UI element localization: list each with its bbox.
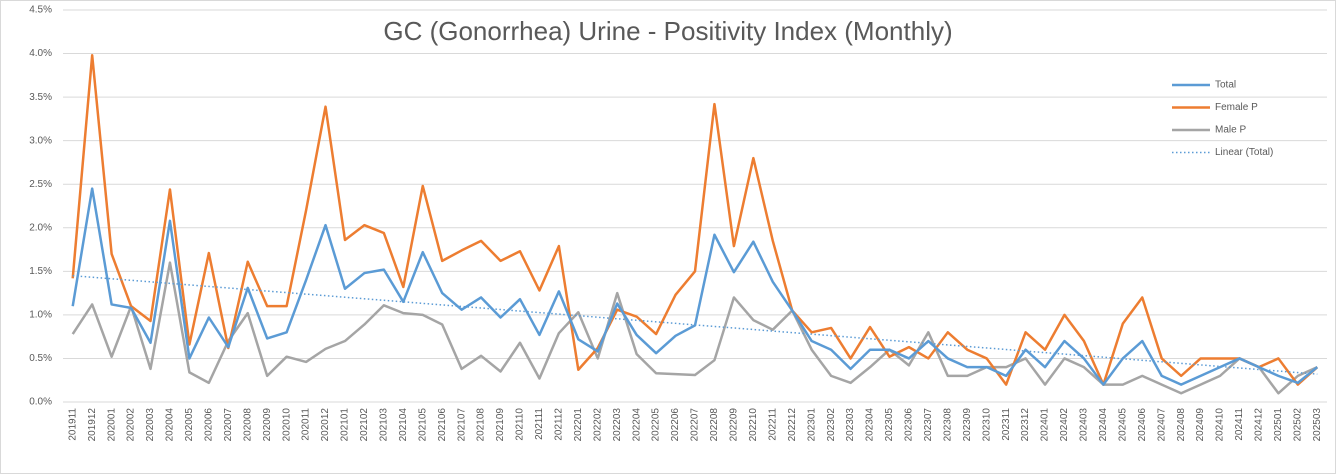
x-tick-label: 202301 [806,408,817,442]
x-tick-label: 202103 [379,408,390,442]
x-tick-label: 202411 [1234,408,1245,441]
y-tick-label: 2.0% [29,222,52,233]
x-tick-label: 201911 [67,408,78,441]
x-tick-label: 202212 [787,408,798,442]
x-tick-label: 202405 [1117,408,1128,442]
x-tick-label: 202107 [456,408,467,442]
x-tick-label: 202503 [1312,408,1323,442]
x-tick-label: 202105 [417,408,428,442]
chart-title: GC (Gonorrhea) Urine - Positivity Index … [383,16,952,46]
x-tick-label: 202402 [1059,408,1070,442]
x-tick-label: 202106 [437,408,448,442]
x-tick-label: 202308 [942,408,953,442]
x-tick-label: 201912 [87,408,98,442]
y-tick-label: 4.0% [29,48,52,59]
x-tick-label: 202410 [1215,408,1226,442]
series-line [71,54,1319,386]
x-tick-label: 202310 [981,408,992,442]
y-tick-label: 1.5% [29,266,52,277]
x-tick-label: 202112 [554,408,565,441]
x-tick-label: 202306 [904,408,915,442]
x-tick-label: 202302 [826,408,837,442]
x-tick-label: 202104 [398,408,409,442]
x-tick-label: 202205 [651,408,662,442]
x-tick-label: 202201 [573,408,584,442]
x-tick-label: 202009 [262,408,273,442]
x-tick-label: 202012 [320,408,331,442]
x-tick-label: 202207 [690,408,701,442]
x-tick-label: 202307 [923,408,934,442]
x-tick-label: 202409 [1195,408,1206,442]
x-tick-label: 202412 [1254,408,1265,442]
legend-label: Total [1215,80,1236,91]
legend-label: Male P [1215,125,1246,136]
legend-label: Linear (Total) [1215,147,1273,158]
x-tick-label: 202408 [1176,408,1187,442]
x-tick-label: 202101 [340,408,351,442]
x-tick-label: 202003 [145,408,156,442]
y-tick-label: 0.0% [29,397,52,408]
x-tick-label: 202011 [301,408,312,441]
x-tick-label: 202108 [476,408,487,442]
x-tick-label: 202303 [845,408,856,442]
x-tick-label: 202206 [670,408,681,442]
x-tick-label: 202204 [631,408,642,442]
x-tick-label: 202109 [495,408,506,442]
x-tick-label: 202007 [223,408,234,442]
x-tick-label: 202001 [106,408,117,442]
trendline [72,274,1318,375]
x-tick-label: 202006 [203,408,214,442]
x-tick-label: 202110 [515,408,526,441]
x-tick-label: 202403 [1079,408,1090,442]
legend-label: Female P [1215,102,1258,113]
x-tick-label: 202010 [281,408,292,442]
x-tick-label: 202305 [884,408,895,442]
x-tick-label: 202209 [729,408,740,442]
x-tick-label: 202407 [1156,408,1167,442]
x-tick-label: 202102 [359,408,370,442]
x-tick-label: 202312 [1020,408,1031,442]
y-tick-label: 0.5% [29,353,52,364]
series-line [71,261,1318,395]
y-tick-label: 2.5% [29,179,52,190]
x-tick-label: 202203 [612,408,623,442]
y-tick-label: 3.5% [29,92,52,103]
x-tick-label: 202406 [1137,408,1148,442]
x-tick-label: 202502 [1292,408,1303,442]
x-tick-label: 202311 [1001,408,1012,441]
x-tick-label: 202304 [865,408,876,442]
x-tick-label: 202008 [242,408,253,442]
y-tick-label: 4.5% [29,5,52,16]
y-tick-label: 3.0% [29,135,52,146]
x-tick-label: 202208 [709,408,720,442]
x-tick-label: 202404 [1098,408,1109,442]
x-tick-label: 202211 [767,408,778,441]
x-tick-label: 202501 [1273,408,1284,442]
x-tick-label: 202210 [748,408,759,442]
x-tick-label: 202309 [962,408,973,442]
x-tick-label: 202002 [126,408,137,442]
y-tick-label: 1.0% [29,310,52,321]
x-tick-label: 202111 [534,408,545,440]
x-tick-label: 202004 [165,408,176,442]
x-tick-label: 202005 [184,408,195,442]
x-tick-label: 202401 [1040,408,1051,442]
x-tick-label: 202202 [592,408,603,442]
